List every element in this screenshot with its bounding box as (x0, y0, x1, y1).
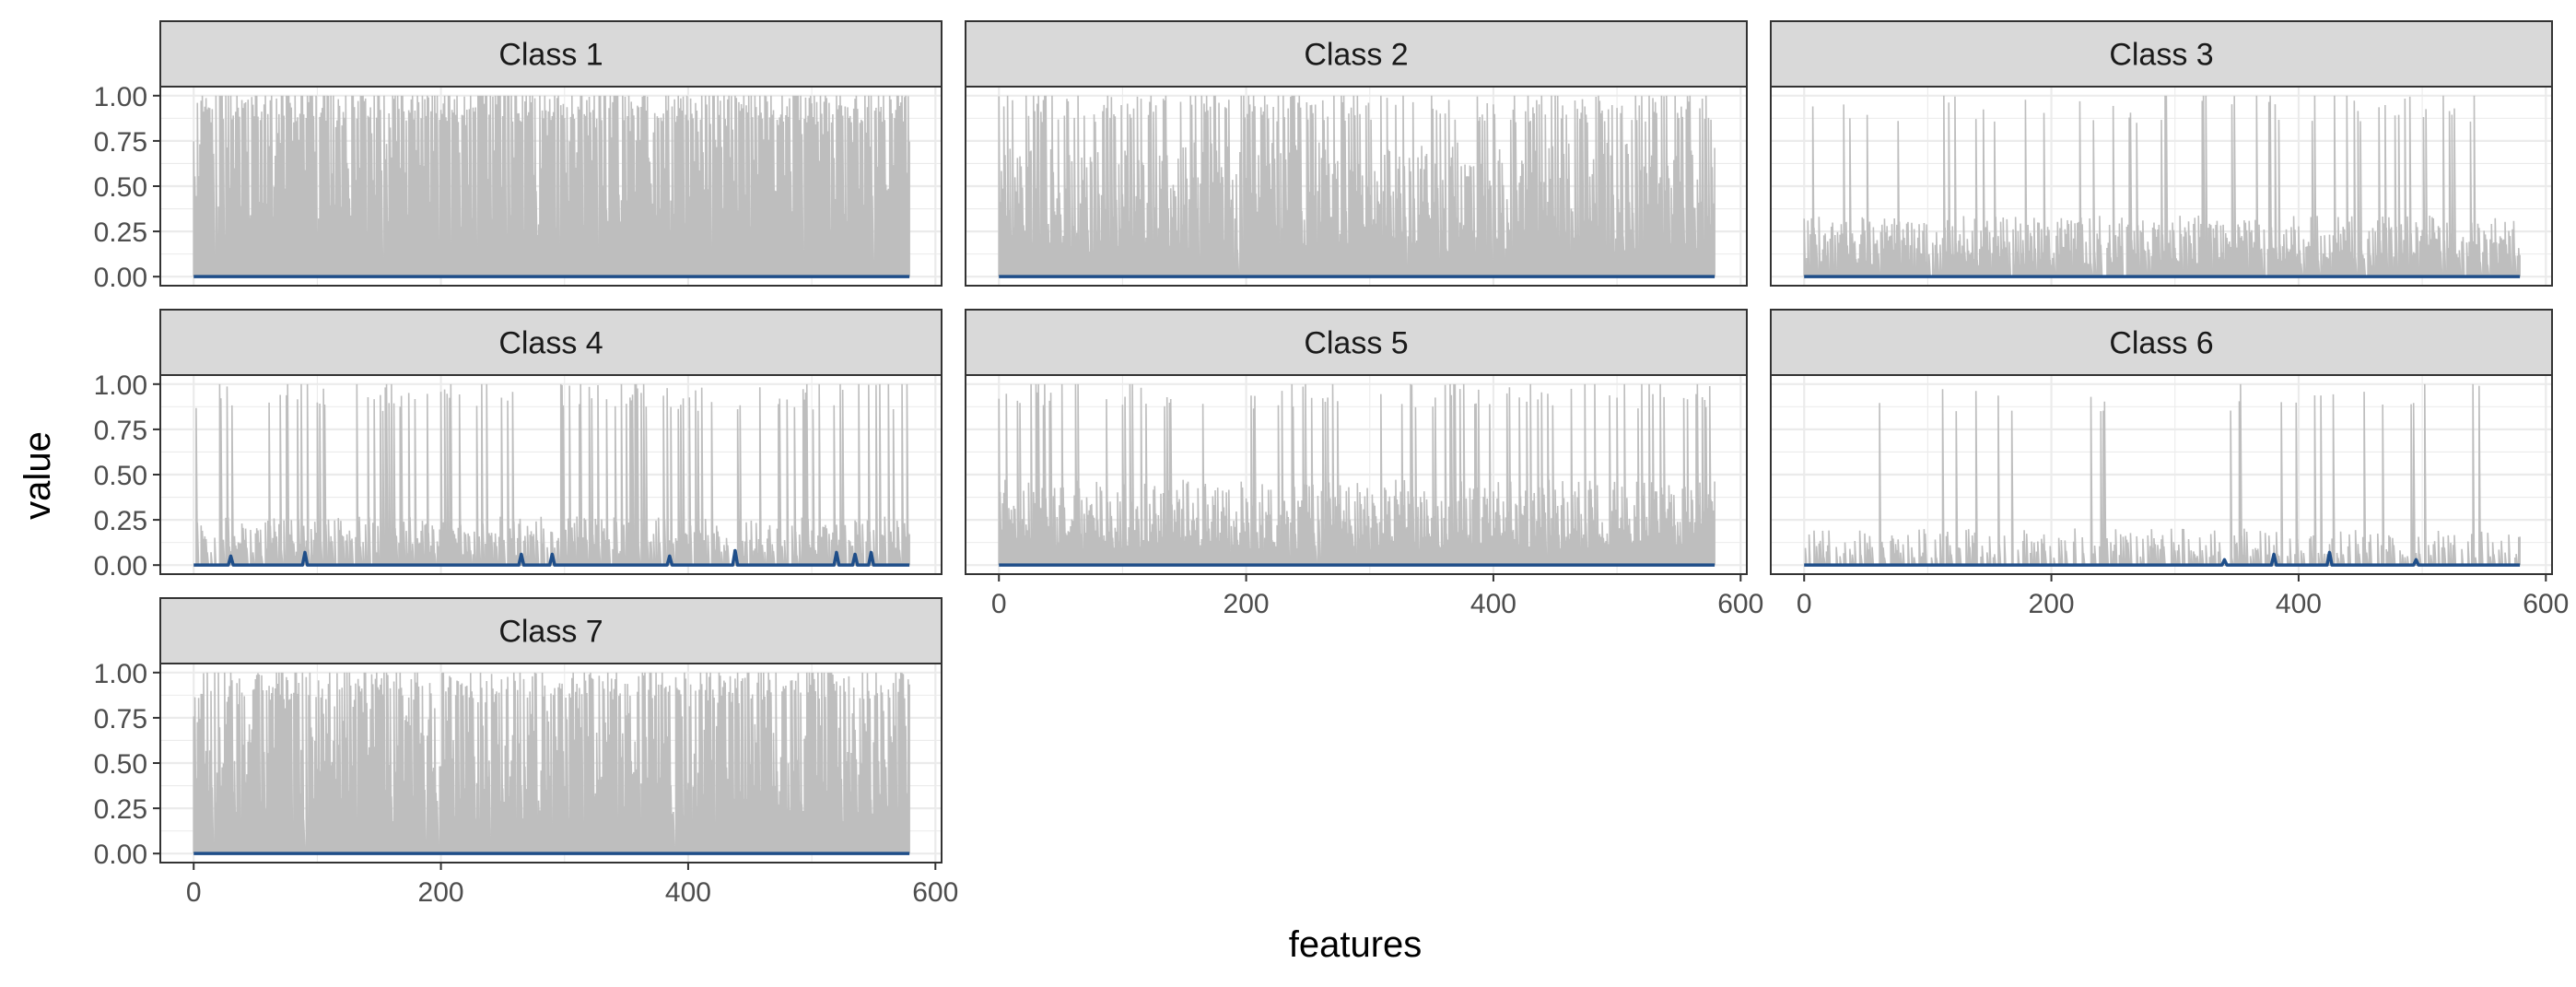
facet-label: Class 4 (498, 326, 603, 361)
facet-label: Class 6 (2109, 326, 2213, 361)
facet-strip (159, 20, 943, 88)
facet-strip (965, 20, 1748, 88)
y-tick-label: 0.50 (94, 172, 147, 203)
y-tick-label: 0.00 (94, 551, 147, 582)
y-tick-label: 0.25 (94, 217, 147, 248)
x-tick-label: 0 (991, 589, 1007, 619)
panel-border (965, 374, 1748, 575)
facet-label: Class 5 (1304, 326, 1408, 361)
x-tick-label: 200 (418, 877, 464, 908)
x-tick-label: 400 (665, 877, 711, 908)
panel-border (965, 86, 1748, 287)
highlight-series-line (193, 548, 910, 567)
y-tick-label: 0.00 (94, 263, 147, 293)
y-tick-label: 1.00 (94, 82, 147, 112)
panel-border (1770, 86, 2553, 287)
facet-label: Class 7 (498, 615, 603, 650)
facet-label: Class 3 (2109, 38, 2213, 73)
facet-label: Class 2 (1304, 38, 1408, 73)
x-tick-label: 200 (2029, 589, 2075, 619)
x-tick-label: 0 (186, 877, 202, 908)
y-tick-label: 1.00 (94, 659, 147, 689)
y-tick-label: 0.25 (94, 794, 147, 825)
x-tick-label: 600 (912, 877, 958, 908)
y-tick-label: 0.25 (94, 506, 147, 536)
x-tick-label: 0 (1797, 589, 1812, 619)
facet-panel: Class 5 0 200 400 600 (965, 309, 1763, 619)
facet-panel: Class 2 (965, 20, 1748, 287)
x-axis-title: features (1289, 924, 1423, 965)
y-tick-label: 0.50 (94, 461, 147, 491)
x-tick-label: 200 (1224, 589, 1270, 619)
y-tick-label: 0.75 (94, 127, 147, 158)
x-tick-label: 600 (2523, 589, 2569, 619)
facet-strip (965, 309, 1748, 376)
background-series-line (193, 95, 910, 277)
y-tick-label: 0.75 (94, 416, 147, 446)
y-tick-label: 0.00 (94, 840, 147, 870)
facet-panel: Class 6 0 200 400 600 (1770, 309, 2569, 619)
x-tick-label: 400 (1470, 589, 1516, 619)
background-series-line (1803, 95, 2521, 277)
y-axis-title: value (18, 431, 58, 520)
facet-panel: Class 3 (1770, 20, 2553, 287)
x-tick-label: 600 (1717, 589, 1763, 619)
facet-strip (159, 309, 943, 376)
y-tick-label: 0.50 (94, 749, 147, 780)
facet-strip (1770, 20, 2553, 88)
highlight-series-line (1804, 550, 2521, 567)
x-tick-label: 400 (2276, 589, 2322, 619)
facet-panel: Class 7 0.00 0.25 0.50 0.75 1.00 0 200 400 600 (94, 597, 958, 908)
facet-panel: Class 4 0.00 0.25 0.50 0.75 1.00 (94, 309, 943, 582)
y-tick-label: 1.00 (94, 370, 147, 401)
y-tick-label: 0.75 (94, 704, 147, 734)
facet-panel: Class 1 0.00 0.25 0.50 0.75 1.00 (94, 20, 943, 293)
panels-layer: Class 1 0.00 0.25 0.50 0.75 1.00 Class 2 Class … (94, 20, 2569, 908)
facet-label: Class 1 (498, 38, 603, 73)
panel-border (1770, 374, 2553, 575)
background-series-line (998, 383, 1715, 566)
